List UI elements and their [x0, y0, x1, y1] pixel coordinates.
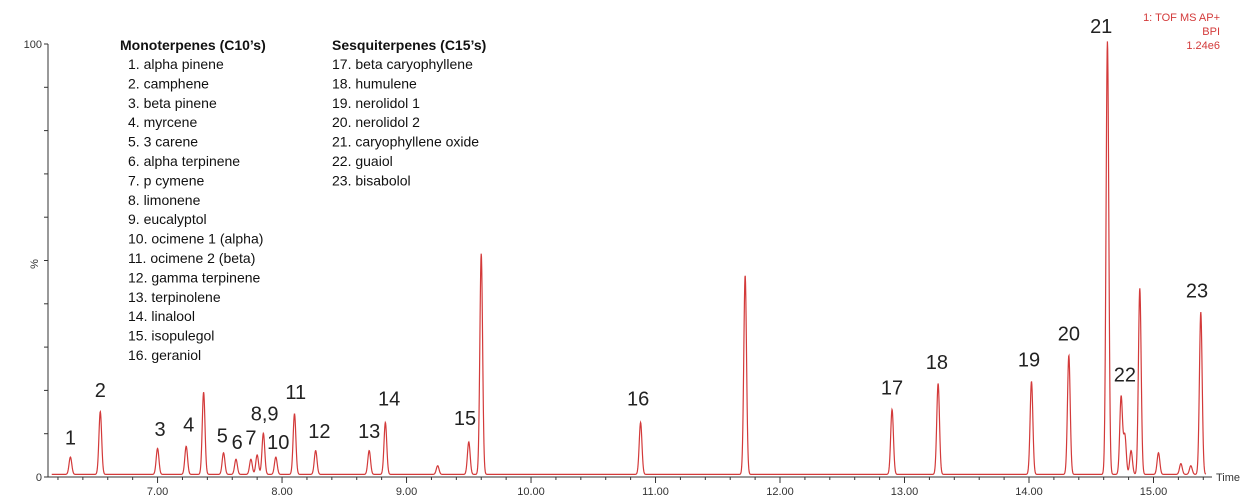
legend-item: 16. geraniol: [128, 347, 201, 363]
peak-label: 21: [1090, 16, 1112, 38]
peak-label: 2: [95, 380, 106, 402]
legend-group-title: Sesquiterpenes (C15’s): [332, 37, 486, 53]
legend: Monoterpenes (C10’s) 1. alpha pinene 2. ca…: [120, 37, 486, 363]
x-tick-label: 14.00: [1015, 486, 1043, 495]
info-line-2: BPI: [1202, 26, 1220, 38]
legend-item: 15. isopulegol: [128, 328, 214, 344]
peak-label: 6: [232, 432, 243, 454]
x-axis-label: Time: [1216, 472, 1240, 484]
peak-label: 3: [154, 419, 165, 441]
legend-group-title: Monoterpenes (C10’s): [120, 37, 266, 53]
y-axis-label: %: [29, 259, 41, 269]
y-tick-label: 100: [24, 39, 42, 51]
legend-item: 14. linalool: [128, 308, 195, 324]
legend-item: 13. terpinolene: [128, 289, 221, 305]
peak-label: 4: [183, 415, 194, 437]
legend-item: 21. caryophyllene oxide: [332, 134, 479, 150]
y-ticks: 0 100: [24, 39, 48, 484]
peak-label: 22: [1114, 365, 1136, 387]
legend-item: 10. ocimene 1 (alpha): [128, 231, 263, 247]
chromatogram-trace: [51, 41, 1207, 475]
legend-item: 18. humulene: [332, 75, 417, 91]
x-tick-label: 7.00: [147, 486, 168, 495]
x-tick-label: 10.00: [517, 486, 545, 495]
peak-label: 12: [308, 421, 330, 443]
info-box: 1: TOF MS AP+ BPI 1.24e6: [1143, 12, 1220, 52]
peak-label: 19: [1018, 350, 1040, 372]
peak-label: 11: [285, 382, 306, 404]
peak-label: 20: [1058, 324, 1080, 346]
x-tick-label: 8.00: [271, 486, 292, 495]
legend-item: 8. limonene: [128, 192, 201, 208]
peak-label: 18: [926, 352, 948, 374]
legend-item: 20. nerolidol 2: [332, 114, 420, 130]
info-line-3: 1.24e6: [1186, 40, 1220, 52]
legend-item: 23. bisabolol: [332, 172, 411, 188]
peak-label: 14: [378, 389, 400, 411]
legend-item: 3. beta pinene: [128, 95, 217, 111]
legend-item: 12. gamma terpinene: [128, 269, 261, 285]
legend-item: 11. ocimene 2 (beta): [128, 250, 255, 266]
x-tick-label: 13.00: [891, 486, 919, 495]
x-ticks: 7.00 8.00 9.00 10.00 11.00 12.00 13.00 14.00 15.…: [57, 477, 1204, 495]
y-tick-label: 0: [36, 472, 42, 484]
peak-label: 17: [881, 378, 903, 400]
legend-item: 22. guaiol: [332, 153, 393, 169]
peak-label: 16: [627, 389, 649, 411]
peak-label: 15: [454, 408, 476, 430]
x-tick-label: 9.00: [396, 486, 417, 495]
legend-group: Monoterpenes (C10’s) 1. alpha pinene 2. ca…: [120, 37, 266, 363]
legend-item: 17. beta caryophyllene: [332, 56, 473, 72]
legend-item: 7. p cymene: [128, 172, 204, 188]
peak-label: 10: [267, 432, 289, 454]
legend-item: 5. 3 carene: [128, 134, 198, 150]
peak-label: 5: [217, 425, 228, 447]
legend-item: 19. nerolidol 1: [332, 95, 420, 111]
legend-item: 4. myrcene: [128, 114, 197, 130]
peak-label: 7: [245, 428, 256, 450]
info-line-1: 1: TOF MS AP+: [1143, 12, 1220, 24]
x-tick-label: 12.00: [766, 486, 794, 495]
peak-label: 8,9: [251, 404, 279, 426]
peak-label: 13: [358, 421, 380, 443]
peak-label: 1: [65, 428, 76, 450]
legend-item: 2. camphene: [128, 75, 209, 91]
x-tick-label: 11.00: [642, 486, 669, 495]
legend-group: Sesquiterpenes (C15’s) 17. beta caryophyl…: [332, 37, 486, 188]
legend-item: 9. eucalyptol: [128, 211, 207, 227]
peak-label: 23: [1186, 280, 1208, 302]
legend-item: 1. alpha pinene: [128, 56, 224, 72]
legend-item: 6. alpha terpinene: [128, 153, 240, 169]
x-tick-label: 15.00: [1140, 486, 1168, 495]
